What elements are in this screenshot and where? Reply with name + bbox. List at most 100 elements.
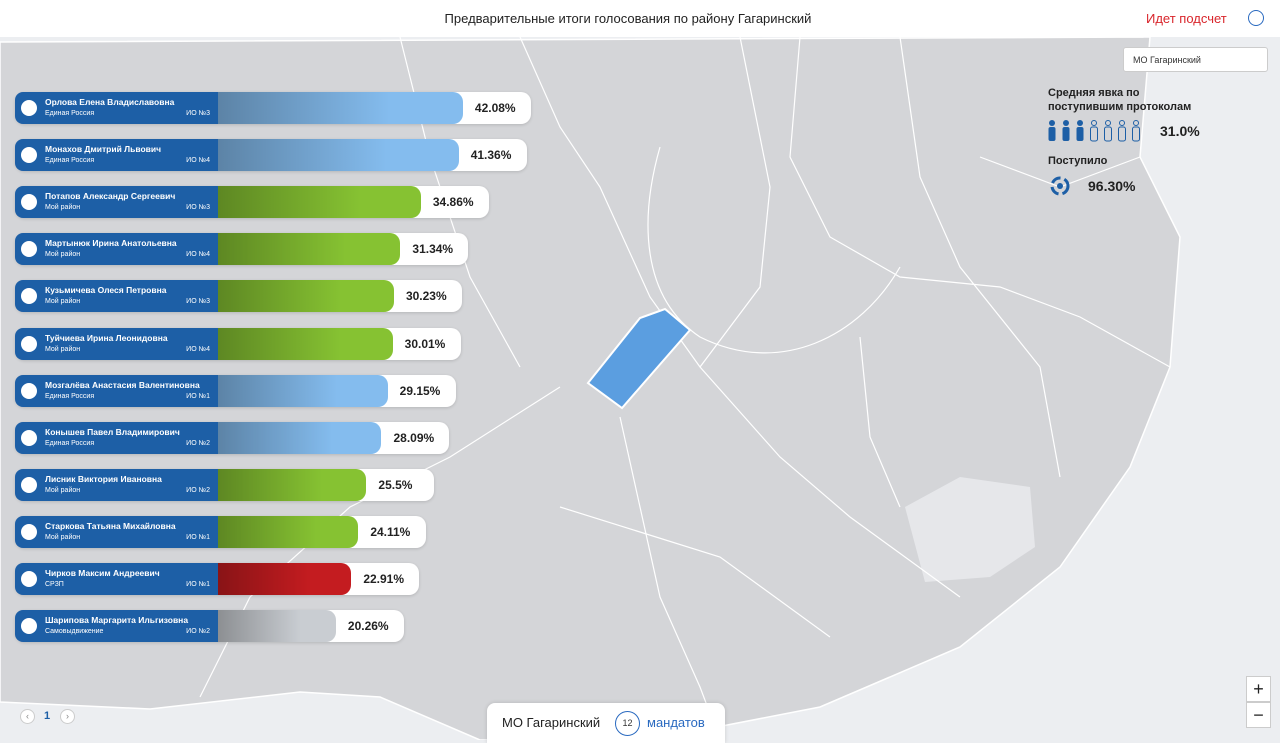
header-title: Предварительные итоги голосования по рай…	[444, 11, 812, 26]
candidate-label: Монахов Дмитрий Львович Единая Россия ИО №…	[15, 139, 218, 172]
candidate-name: Орлова Елена Владиславовна	[45, 97, 175, 107]
prev-page[interactable]: ‹	[20, 709, 35, 724]
candidate-name: Кузьмичева Олеся Петровна	[45, 285, 167, 296]
park	[905, 477, 1035, 582]
candidate-row[interactable]: Старкова Татьяна Михайловна Мой район ИО №…	[15, 515, 427, 548]
candidate-label: Лисник Виктория Ивановна Мой район ИО №2	[15, 468, 218, 501]
result-bar	[218, 233, 401, 266]
party-logo	[21, 523, 37, 540]
candidate-row[interactable]: Лисник Виктория Ивановна Мой район ИО №2 25…	[15, 468, 435, 501]
result-percent: 25.5%	[378, 477, 413, 492]
result-percent: 30.01%	[404, 336, 446, 351]
candidate-row[interactable]: Туйчиева Ирина Леонидовна Мой район ИО №4 3…	[15, 327, 461, 360]
candidate-name: Потапов Александр Сергеевич	[45, 191, 176, 202]
zoom-out[interactable]: −	[1246, 702, 1271, 728]
candidate-party: Мой район	[45, 298, 81, 306]
candidate-name: Мозгалёва Анастасия Валентиновна	[45, 379, 200, 390]
result-bar	[218, 468, 367, 501]
candidate-name: Мартынюк Ирина Анатольевна	[45, 238, 177, 249]
candidate-label: Мартынюк Ирина Анатольевна Мой район ИО №4	[15, 233, 218, 266]
candidate-label: Кузьмичева Олеся Петровна Мой район ИО №3	[15, 280, 218, 313]
candidate-name: Конышев Павел Владимирович	[45, 426, 180, 437]
candidate-label: Потапов Александр Сергеевич Мой район ИО №…	[15, 186, 218, 219]
received-label[interactable]: Поступило	[1048, 155, 1108, 167]
party-logo	[21, 429, 37, 446]
result-bar	[218, 610, 336, 643]
result-percent: 31.34%	[412, 242, 454, 257]
party-logo	[21, 288, 37, 305]
page-number[interactable]: 1	[44, 710, 51, 722]
party-logo	[21, 147, 37, 164]
candidate-district: ИО №2	[186, 628, 210, 636]
candidate-district: ИО №4	[186, 345, 210, 353]
result-bar	[218, 563, 352, 595]
candidate-district: ИО №1	[186, 533, 210, 541]
candidate-row[interactable]: Шарипова Маргарита Ильгизовна Самовыдвиже…	[15, 610, 404, 643]
candidate-row[interactable]: Конышев Павел Владимирович Единая Россия И…	[15, 421, 450, 454]
party-logo	[21, 382, 37, 399]
candidate-district: ИО №1	[186, 392, 210, 400]
result-percent: 42.08%	[474, 101, 516, 115]
next-page[interactable]: ›	[60, 709, 75, 724]
party-logo	[21, 335, 37, 352]
result-bar	[218, 421, 382, 454]
district-select[interactable]: МО Гагаринский	[1123, 47, 1268, 72]
candidate-party: Самовыдвижение	[45, 628, 104, 636]
candidate-party: Единая Россия	[45, 439, 95, 447]
result-percent: 22.91%	[363, 572, 405, 586]
candidate-district: ИО №4	[186, 157, 210, 165]
count-status: Идет подсчет	[1146, 11, 1227, 26]
candidate-label: Мозгалёва Анастасия Валентиновна Единая Р…	[15, 374, 218, 407]
candidate-row[interactable]: Чирков Максим Андреевич СРЗП ИО №1 22.91%	[15, 563, 420, 595]
party-logo	[21, 618, 37, 635]
candidate-district: ИО №1	[186, 581, 210, 588]
result-bar	[218, 327, 393, 360]
result-bar	[218, 92, 463, 124]
mandates-count: 12	[615, 711, 640, 736]
party-logo	[21, 571, 37, 587]
candidate-label: Шарипова Маргарита Ильгизовна Самовыдвиже…	[15, 610, 218, 643]
candidate-district: ИО №3	[186, 204, 210, 212]
candidate-name: Чирков Максим Андреевич	[45, 568, 160, 578]
result-percent: 24.11%	[370, 524, 411, 539]
candidate-name: Старкова Татьяна Михайловна	[45, 520, 176, 531]
turnout-value: 31.0%	[1160, 123, 1200, 139]
candidate-party: Единая Россия	[45, 157, 95, 165]
candidate-name: Монахов Дмитрий Львович	[45, 144, 162, 155]
zoom-in[interactable]: +	[1246, 676, 1271, 702]
play-button[interactable]	[1248, 10, 1264, 26]
candidate-district: ИО №4	[186, 251, 210, 259]
candidate-name: Туйчиева Ирина Леонидовна	[45, 332, 168, 343]
party-logo	[21, 194, 37, 211]
candidate-row[interactable]: Потапов Александр Сергеевич Мой район ИО №…	[15, 186, 489, 219]
candidate-row[interactable]: Монахов Дмитрий Львович Единая Россия ИО №…	[15, 139, 527, 172]
result-bar	[218, 515, 359, 548]
person-icons	[1048, 120, 1140, 142]
candidate-row[interactable]: Кузьмичева Олеся Петровна Мой район ИО №3 3…	[15, 280, 462, 313]
candidate-row[interactable]: Мозгалёва Анастасия Валентиновна Единая Р…	[15, 374, 456, 407]
candidate-label: Чирков Максим Андреевич СРЗП ИО №1	[15, 563, 218, 595]
mandates-label: мандатов	[647, 715, 705, 730]
turnout-label[interactable]: Средняя явка по поступившим протоколам	[1048, 87, 1192, 113]
party-logo	[21, 241, 37, 258]
party-logo	[21, 100, 37, 116]
candidate-party: Мой район	[45, 533, 81, 541]
candidate-party: Мой район	[45, 486, 81, 494]
candidate-district: ИО №2	[186, 486, 210, 494]
result-percent: 20.26%	[347, 619, 389, 634]
result-percent: 41.36%	[470, 148, 512, 163]
party-logo	[21, 476, 37, 493]
candidate-label: Туйчиева Ирина Леонидовна Мой район ИО №4	[15, 327, 218, 360]
candidate-name: Лисник Виктория Ивановна	[45, 473, 162, 484]
candidate-district: ИО №3	[186, 298, 210, 306]
candidate-row[interactable]: Мартынюк Ирина Анатольевна Мой район ИО №4…	[15, 233, 469, 266]
candidate-district: ИО №3	[186, 110, 210, 117]
result-bar	[218, 280, 394, 313]
candidate-party: Единая Россия	[45, 110, 95, 117]
selected-district[interactable]	[586, 307, 692, 410]
received-icon	[1050, 176, 1070, 196]
header: Предварительные итоги голосования по рай…	[0, 0, 1280, 37]
candidate-row[interactable]: Орлова Елена Владиславовна Единая Россия И…	[15, 92, 531, 124]
candidate-party: СРЗП	[45, 581, 64, 588]
candidate-label: Конышев Павел Владимирович Единая Россия И…	[15, 421, 218, 454]
